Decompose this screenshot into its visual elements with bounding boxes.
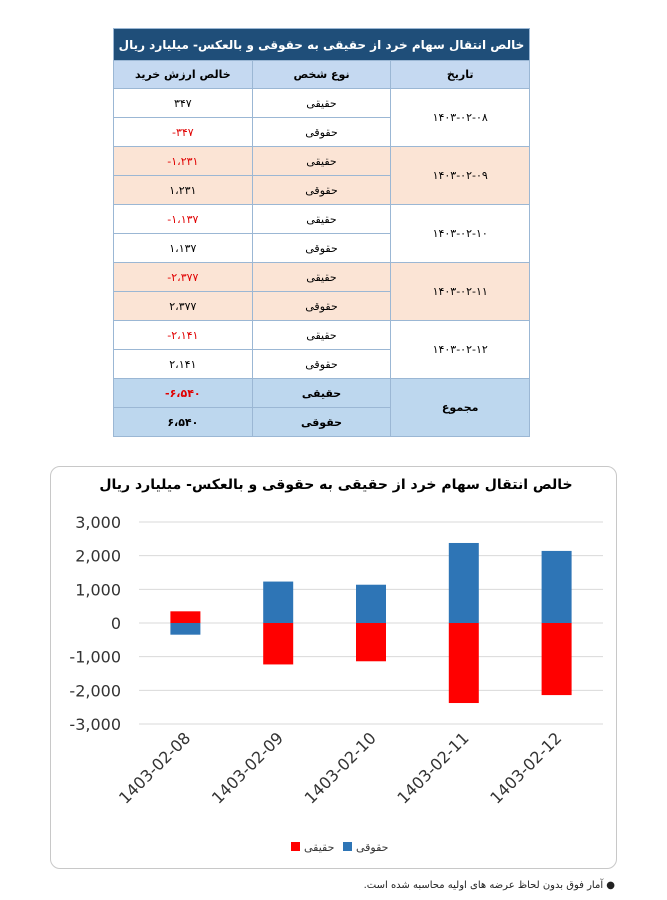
type-cell: حقیقی [251, 88, 392, 118]
table-row: ۱۴۰۳-۰۲-۱۰ حقیقی -۱،۱۳۷ [113, 204, 530, 263]
data-table: خالص انتقال سهام خرد از حقیقی به حقوقی و… [113, 28, 530, 437]
date-cell: ۱۴۰۳-۰۲-۰۹ [390, 146, 530, 205]
type-cell: حقوقی [251, 117, 392, 147]
type-cell: حقوقی [251, 291, 392, 321]
legend-label: حقوقی [356, 841, 388, 854]
value-cell: ۲،۳۷۷ [113, 291, 253, 321]
table-row: حقوقی ۶،۵۴۰ [113, 407, 530, 437]
legend-swatch [291, 842, 300, 851]
value-cell: ۶،۵۴۰ [113, 407, 253, 437]
table-row: حقوقی ۱،۱۳۷ [113, 233, 530, 263]
type-cell: حقوقی [251, 407, 392, 437]
column-header: نوع شخص [251, 60, 392, 89]
chart-title: خالص انتقال سهام خرد از حقیقی به حقوقی و… [99, 477, 572, 493]
y-tick-label: -3,000 [69, 715, 121, 734]
column-header: خالص ارزش خرید [113, 60, 253, 89]
type-cell: حقیقی [251, 320, 392, 350]
column-header: تاریخ [390, 60, 530, 89]
y-tick-label: 2,000 [75, 547, 121, 566]
table-row: حقوقی -۳۴۷ [113, 117, 530, 147]
x-tick-label: 1403-02-08 [115, 728, 194, 807]
date-cell: ۱۴۰۳-۰۲-۱۰ [390, 204, 530, 263]
value-cell: -۱،۲۳۱ [113, 146, 253, 176]
bar [448, 623, 479, 704]
table-row: ۱۴۰۳-۰۲-۱۱ حقیقی -۲،۳۷۷ [113, 262, 530, 321]
bar [263, 623, 294, 665]
bar [263, 581, 294, 623]
y-tick-label: 0 [111, 614, 121, 633]
table-row: حقوقی ۲،۱۴۱ [113, 349, 530, 379]
value-cell: ۱،۲۳۱ [113, 175, 253, 205]
chart: خالص انتقال سهام خرد از حقیقی به حقوقی و… [69, 477, 603, 854]
y-tick-label: -2,000 [69, 681, 121, 700]
header-row: تاریخ نوع شخص خالص ارزش خرید [113, 60, 530, 89]
y-tick-label: 1,000 [75, 580, 121, 599]
type-cell: حقوقی [251, 349, 392, 379]
x-tick-label: 1403-02-10 [301, 728, 380, 807]
value-cell: -۲،۱۴۱ [113, 320, 253, 350]
title-row: خالص انتقال سهام خرد از حقیقی به حقوقی و… [113, 28, 530, 61]
type-cell: حقوقی [251, 175, 392, 205]
table-row: حقوقی ۲،۳۷۷ [113, 291, 530, 321]
x-tick-label: 1403-02-09 [208, 728, 287, 807]
chart-frame: خالص انتقال سهام خرد از حقیقی به حقوقی و… [50, 466, 617, 869]
table-row: ۱۴۰۳-۰۲-۰۹ حقیقی -۱،۲۳۱ [113, 146, 530, 205]
type-cell: حقوقی [251, 233, 392, 263]
date-cell: ۱۴۰۳-۰۲-۱۱ [390, 262, 530, 321]
bullet: ● [603, 880, 615, 891]
bar [170, 623, 201, 635]
table-title: خالص انتقال سهام خرد از حقیقی به حقوقی و… [113, 28, 530, 61]
date-cell: ۱۴۰۳-۰۲-۰۸ [390, 88, 530, 147]
value-cell: ۳۴۷ [113, 88, 253, 118]
table-row: حقوقی ۱،۲۳۱ [113, 175, 530, 205]
legend-swatch [343, 842, 352, 851]
x-tick-label: 1403-02-11 [393, 728, 472, 807]
type-cell: حقیقی [251, 146, 392, 176]
x-tick-label: 1403-02-12 [486, 728, 565, 807]
table-row: ۱۴۰۳-۰۲-۱۲ حقیقی -۲،۱۴۱ [113, 320, 530, 379]
y-tick-label: 3,000 [75, 513, 121, 532]
type-cell: حقیقی [251, 262, 392, 292]
value-cell: ۲،۱۴۱ [113, 349, 253, 379]
value-cell: -۲،۳۷۷ [113, 262, 253, 292]
table-row: مجموع حقیقی -۶،۵۴۰ [113, 378, 530, 437]
bar [541, 623, 572, 696]
value-cell: -۶،۵۴۰ [113, 378, 253, 408]
date-cell: مجموع [390, 378, 530, 437]
value-cell: -۳۴۷ [113, 117, 253, 147]
bar [170, 611, 201, 623]
value-cell: -۱،۱۳۷ [113, 204, 253, 234]
legend-label: حقیقی [304, 841, 334, 854]
footnote-text: آمار فوق بدون لحاظ عرضه های اولیه محاسبه… [363, 880, 604, 891]
table-row: ۱۴۰۳-۰۲-۰۸ حقیقی ۳۴۷ [113, 88, 530, 147]
bar [356, 584, 386, 623]
bar [448, 542, 479, 623]
footnote: ● آمار فوق بدون لحاظ عرضه های اولیه محاس… [364, 880, 615, 891]
type-cell: حقیقی [251, 378, 392, 408]
date-cell: ۱۴۰۳-۰۲-۱۲ [390, 320, 530, 379]
type-cell: حقیقی [251, 204, 392, 234]
y-tick-label: -1,000 [69, 648, 121, 667]
table-body: خالص انتقال سهام خرد از حقیقی به حقوقی و… [113, 28, 530, 437]
bar [356, 623, 386, 662]
bar [541, 550, 572, 623]
value-cell: ۱،۱۳۷ [113, 233, 253, 263]
